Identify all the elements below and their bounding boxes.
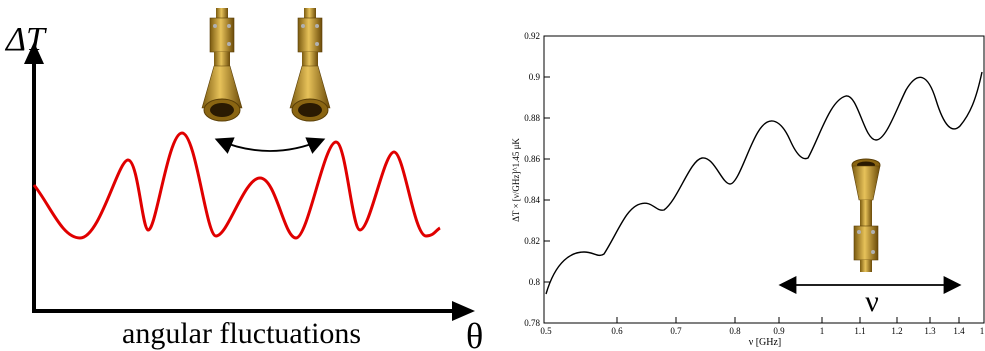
horn-antenna-right-icon [289,8,331,122]
x-tick-label: 1.1 [854,326,865,336]
y-tick-label: 0.88 [524,113,540,123]
x-tick-label: 0.6 [611,326,623,336]
rotation-double-arrow [214,137,326,154]
y-tick-label: 0.9 [529,72,541,82]
x-tick-label: 0.9 [773,326,785,336]
y-tick-label: 0.92 [524,31,540,41]
x-ticks: 0.5 0.6 0.7 0.8 0.9 1 1.1 1.2 1.3 1.4 1 [540,317,984,336]
x-tick-label: 1 [980,326,985,336]
horn-antenna-vertical-icon [851,158,881,272]
x-axis-arrowhead [452,301,475,321]
x-tick-label: 0.8 [729,326,741,336]
y-tick-label: 0.84 [524,195,540,205]
y-tick-label: 0.78 [524,318,540,328]
spectrum-curve [545,71,983,295]
theta-symbol: θ [466,316,483,351]
y-tick-label: 0.8 [529,277,541,287]
y-tick-label: 0.82 [524,236,540,246]
delta-t-symbol: ΔT [4,21,47,58]
right-panel: 0.92 0.9 0.88 0.86 0.84 0.82 0.8 0.78 0.… [511,31,985,348]
y-axis-label: ΔT × [ν/GHz]^1.45 μK [511,138,521,222]
x-tick-label: 0.7 [670,326,682,336]
x-tick-label: 0.5 [540,326,552,336]
angular-fluctuation-curve [32,131,441,240]
nu-symbol: ν [865,285,879,318]
horn-antenna-left-icon [201,8,243,122]
y-ticks: 0.92 0.9 0.88 0.86 0.84 0.82 0.8 0.78 [524,31,550,328]
left-panel: ΔT angular fluctuations θ [4,8,483,351]
plot-frame [543,35,985,324]
x-tick-label: 1.2 [891,326,902,336]
angular-fluctuations-label: angular fluctuations [122,317,361,350]
y-tick-label: 0.86 [524,154,540,164]
x-tick-label: 1.4 [953,326,965,336]
x-tick-label: 1.3 [924,326,936,336]
x-axis-label: ν [GHz] [749,337,782,348]
x-tick-label: 1 [820,326,825,336]
y-axis-arrowhead [24,42,44,64]
